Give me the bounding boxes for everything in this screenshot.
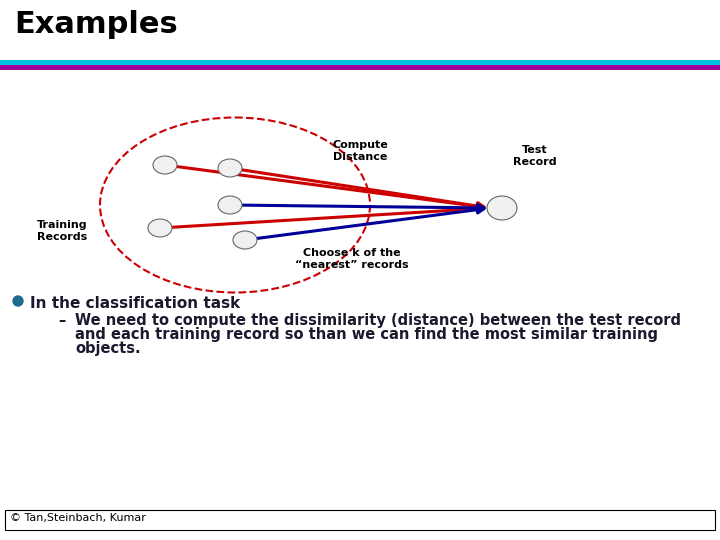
Text: objects.: objects.	[75, 341, 140, 356]
Ellipse shape	[218, 159, 242, 177]
Ellipse shape	[148, 219, 172, 237]
Ellipse shape	[233, 231, 257, 249]
Bar	[0, 65, 720, 70]
Text: Choose k of the
“nearest” records: Choose k of the “nearest” records	[295, 248, 409, 269]
Bar	[5, 510, 715, 530]
Text: In the classification task: In the classification task	[30, 296, 240, 311]
Text: Examples: Examples	[14, 10, 178, 39]
Circle shape	[13, 296, 23, 306]
Text: © Tan,Steinbach, Kumar: © Tan,Steinbach, Kumar	[10, 513, 146, 523]
Text: Test
Record: Test Record	[513, 145, 557, 167]
Ellipse shape	[487, 196, 517, 220]
Text: –: –	[58, 313, 66, 328]
Text: We need to compute the dissimilarity (distance) between the test record: We need to compute the dissimilarity (di…	[75, 313, 681, 328]
Text: Training
Records: Training Records	[37, 220, 87, 241]
Text: and each training record so than we can find the most similar training: and each training record so than we can …	[75, 327, 658, 342]
Bar	[0, 60, 720, 65]
Ellipse shape	[218, 196, 242, 214]
Text: Compute
Distance: Compute Distance	[332, 140, 388, 161]
Ellipse shape	[153, 156, 177, 174]
